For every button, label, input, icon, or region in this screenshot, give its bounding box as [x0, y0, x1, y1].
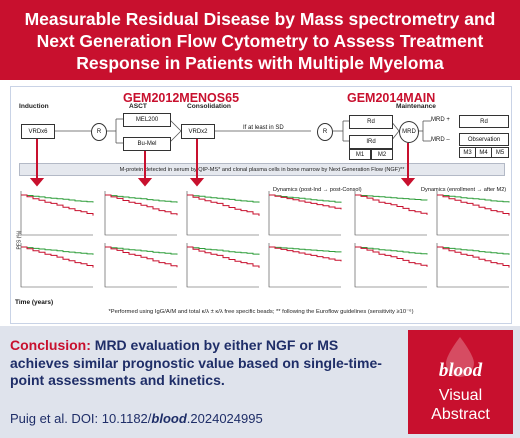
km-thumbnail: [354, 191, 428, 236]
citation-prefix: Puig et al. DOI: 10.1182/: [10, 411, 152, 426]
dynamics-label-right: Dynamics (enrollment → after M2): [421, 187, 507, 193]
label-mrd-positive: MRD +: [431, 117, 450, 123]
km-thumbnail: [104, 191, 178, 236]
km-thumbnail: [104, 243, 178, 288]
km-axes: [354, 243, 427, 288]
km-axes: [436, 191, 509, 236]
km-curve-negative: [437, 194, 510, 203]
km-curve-positive: [355, 194, 428, 215]
box-m1: M1: [349, 149, 371, 160]
box-vrdx6: VRDx6: [21, 124, 55, 139]
km-curve-negative: [21, 246, 94, 255]
methods-footnote: *Performed using IgG/A/M and total κ/λ ±…: [108, 309, 414, 315]
box-bumel: Bu-Mel: [123, 137, 171, 151]
conclusion-body: MRD evaluation by either NGF or MS achie…: [10, 337, 382, 388]
blood-drop-icon: [446, 337, 474, 377]
trial-label-gem2014: GEM2014MAIN: [347, 91, 436, 105]
km-thumbnail: [436, 191, 510, 236]
conclusion-text: Conclusion: MRD evaluation by either NGF…: [10, 337, 400, 390]
label-mrd-negative: MRD –: [431, 137, 450, 143]
citation-suffix: .2024024995: [186, 411, 263, 426]
km-curve-positive: [437, 194, 510, 216]
km-curve-positive: [21, 194, 94, 216]
timeline-connectors: [53, 118, 431, 144]
km-axes: [268, 191, 341, 236]
conclusion-lead: Conclusion:: [10, 337, 91, 353]
km-axes: [104, 191, 177, 236]
box-randomize-1: R: [91, 123, 107, 141]
box-observation: Observation: [459, 133, 509, 146]
abstract-title: Measurable Residual Disease by Mass spec…: [24, 9, 496, 73]
km-thumbnail: [20, 243, 94, 288]
label-if-at-least-sd: If at least in SD: [243, 125, 284, 131]
km-axes: [186, 243, 259, 288]
km-axes: [104, 243, 177, 288]
km-curve-positive: [105, 246, 178, 268]
phase-asct: ASCT: [129, 103, 147, 110]
sampling-arrows: [29, 139, 416, 187]
phase-consolidation: Consolidation: [187, 103, 231, 110]
title-banner: Measurable Residual Disease by Mass spec…: [0, 0, 520, 80]
badge-blood-word: blood: [438, 360, 483, 381]
km-axes: [20, 243, 93, 288]
citation-journal: blood: [151, 411, 187, 426]
citation: Puig et al. DOI: 10.1182/blood.202402499…: [10, 411, 263, 426]
km-curve-positive: [187, 194, 260, 216]
km-curve-positive: [105, 194, 178, 216]
km-curve-negative: [437, 246, 510, 255]
km-curve-positive: [187, 246, 260, 268]
badge-visual-abstract: Visual Abstract: [431, 387, 490, 423]
km-thumbnail: [268, 243, 342, 288]
km-thumbnail: [268, 191, 342, 236]
km-curve-positive: [437, 246, 510, 268]
km-thumbnail: [186, 243, 260, 288]
box-mrd: MRD: [399, 121, 419, 143]
box-vrdx2: VRDx2: [181, 124, 215, 139]
km-axes: [354, 191, 427, 236]
box-ird: IRd: [349, 135, 393, 149]
km-thumbnail: [20, 191, 94, 236]
box-m5: M5: [491, 147, 509, 158]
km-curve-negative: [187, 194, 260, 203]
km-axes: [268, 243, 341, 288]
box-rd-maint: Rd: [459, 115, 509, 128]
km-curve-positive: [269, 194, 342, 210]
km-curve-positive: [269, 246, 342, 262]
conclusion-panel: Conclusion: MRD evaluation by either NGF…: [0, 326, 520, 438]
km-curve-positive: [21, 246, 94, 268]
mprotein-banner: M-protein detected in serum by QIP-MS* a…: [19, 163, 505, 176]
km-curve-grid: [20, 191, 510, 288]
km-thumbnail: [354, 243, 428, 288]
km-axes: [186, 191, 259, 236]
km-curve-negative: [187, 246, 260, 255]
km-thumbnail: [186, 191, 260, 236]
x-axis-label: Time (years): [15, 299, 54, 306]
km-curve-positive: [355, 246, 428, 267]
km-axes: [20, 191, 93, 236]
km-thumbnail: [436, 243, 510, 288]
km-curve-negative: [105, 246, 178, 255]
phase-induction: Induction: [19, 103, 49, 110]
km-curve-negative: [21, 194, 94, 203]
blood-visual-abstract-badge: blood Visual Abstract: [408, 330, 513, 434]
km-curve-negative: [105, 194, 178, 203]
study-design-panel: GEM2012MENOS65 GEM2014MAIN Induction ASC…: [10, 86, 512, 324]
dynamics-label-left: Dynamics (post-Ind → post-Consol): [273, 187, 362, 193]
box-rd: Rd: [349, 115, 393, 129]
box-randomize-2: R: [317, 123, 333, 141]
trial-label-gem2012: GEM2012MENOS65: [123, 91, 240, 105]
km-curve-negative: [355, 194, 428, 201]
km-axes: [436, 243, 509, 288]
phase-maintenance: Maintenance: [396, 103, 436, 110]
box-mel200: MEL200: [123, 113, 171, 127]
box-m2: M2: [371, 149, 393, 160]
